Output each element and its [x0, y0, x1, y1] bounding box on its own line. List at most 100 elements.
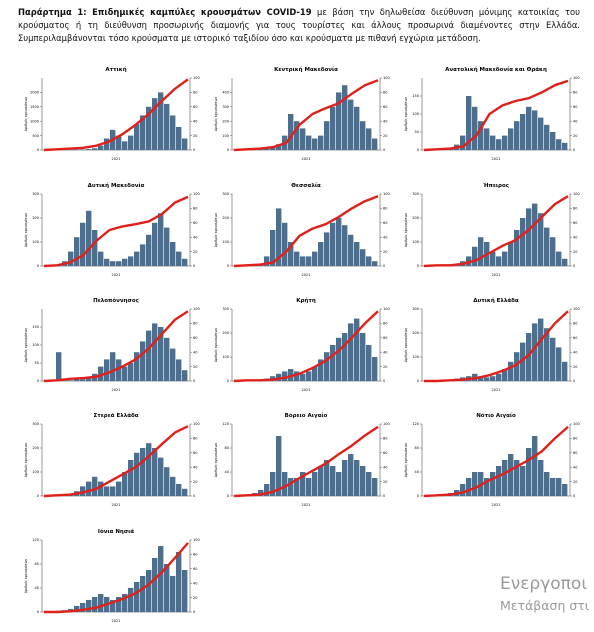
bar — [104, 259, 109, 266]
chart-title: Βόρειο Αιγαίο — [285, 412, 328, 419]
y2-tick-label: 80 — [573, 437, 577, 441]
y2-tick-label: 40 — [193, 119, 197, 123]
bar — [336, 472, 341, 496]
bar — [146, 570, 151, 612]
bar — [92, 148, 97, 150]
bar — [176, 252, 181, 266]
y2-tick-label: 60 — [193, 451, 197, 455]
y-tick-label: 0 — [37, 379, 39, 383]
bar — [484, 128, 489, 150]
bar — [324, 352, 329, 381]
chart-title: Κεντρική Μακεδονία — [274, 66, 338, 73]
bar — [92, 597, 97, 612]
bar — [502, 136, 507, 150]
y2-tick-label: 40 — [573, 119, 577, 123]
y-tick-label: 200 — [32, 446, 39, 450]
y2-tick-label: 0 — [573, 148, 575, 152]
bar — [372, 261, 377, 266]
bar — [176, 127, 181, 150]
y-tick-label: 80 — [35, 562, 39, 566]
bar — [116, 482, 121, 496]
y2-tick-label: 100 — [193, 76, 200, 80]
bar — [158, 458, 163, 496]
y2-tick-label: 0 — [383, 148, 385, 152]
y2-tick-label: 20 — [383, 365, 387, 369]
y-tick-label: 100 — [412, 240, 419, 244]
bar — [318, 466, 323, 496]
y2-tick-label: 100 — [573, 76, 580, 80]
bar — [288, 478, 293, 496]
y-tick-label: 200 — [412, 216, 419, 220]
y2-tick-label: 40 — [573, 350, 577, 354]
bar — [176, 359, 181, 381]
x-axis-label: 2021 — [492, 388, 501, 392]
bar — [520, 114, 525, 150]
y2-tick-label: 40 — [383, 465, 387, 469]
y2-tick-label: 80 — [573, 322, 577, 326]
y-axis-label: Αριθμός κρουσμάτων — [24, 328, 28, 363]
y-tick-label: 120 — [412, 422, 419, 426]
y2-tick-label: 80 — [383, 91, 387, 95]
bar — [562, 143, 567, 150]
bar — [170, 242, 175, 266]
bar — [348, 100, 353, 150]
bar — [336, 218, 341, 266]
y-axis-label: Αριθμός κρουσμάτων — [404, 97, 408, 132]
bar — [300, 256, 305, 266]
y2-tick-label: 100 — [573, 307, 580, 311]
y-tick-label: 80 — [415, 446, 419, 450]
y2-tick-label: 60 — [383, 221, 387, 225]
bar — [128, 256, 133, 266]
bar — [318, 242, 323, 266]
y-tick-label: 300 — [32, 192, 39, 196]
y2-tick-label: 80 — [193, 553, 197, 557]
y-tick-label: 100 — [222, 240, 229, 244]
y-axis-label: Αριθμός κρουσμάτων — [214, 443, 218, 478]
bar — [170, 576, 175, 612]
chart-title: Στερεά Ελλάδα — [93, 412, 138, 419]
y-axis-label: Αριθμός κρουσμάτων — [24, 559, 28, 594]
y-tick-label: 1000 — [30, 119, 39, 123]
y2-tick-label: 20 — [383, 134, 387, 138]
bar — [324, 232, 329, 266]
bar — [360, 333, 365, 381]
bar — [182, 570, 187, 612]
bar — [86, 149, 91, 150]
bar — [122, 259, 127, 266]
y-tick-label: 200 — [222, 331, 229, 335]
bar — [562, 484, 567, 496]
y-tick-label: 100 — [412, 355, 419, 359]
bar — [336, 338, 341, 381]
bar — [80, 379, 85, 381]
caption: Παράρτημα 1: Επιδημικές καμπύλες κρουσμά… — [18, 6, 580, 45]
bar — [140, 576, 145, 612]
caption-title: Επιδημικές καμπύλες κρουσμάτων COVID-19 — [92, 7, 312, 17]
y2-tick-label: 20 — [383, 250, 387, 254]
bar — [170, 477, 175, 496]
bar — [562, 362, 567, 381]
bar — [360, 466, 365, 496]
bar — [360, 249, 365, 266]
bar — [312, 252, 317, 266]
y-tick-label: 0 — [37, 264, 39, 268]
bar — [562, 259, 567, 266]
bar — [354, 319, 359, 381]
bar — [538, 460, 543, 496]
bar — [176, 552, 181, 612]
y2-tick-label: 40 — [383, 119, 387, 123]
bar — [306, 136, 311, 150]
bar — [110, 352, 115, 381]
bar — [276, 436, 281, 496]
y2-tick-label: 0 — [573, 494, 575, 498]
bar — [68, 380, 73, 381]
bar — [80, 149, 85, 150]
bar — [330, 345, 335, 381]
bar — [128, 136, 133, 150]
y2-tick-label: 80 — [193, 91, 197, 95]
